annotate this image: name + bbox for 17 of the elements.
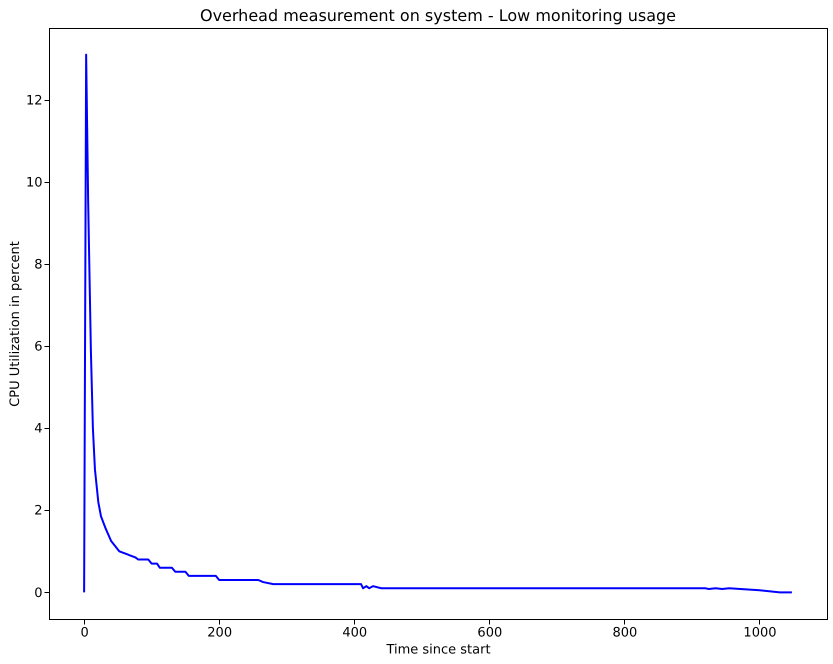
y-tick-label: 0 bbox=[34, 586, 42, 601]
x-tick-label: 600 bbox=[477, 626, 502, 640]
x-tick-label: 200 bbox=[207, 626, 232, 640]
y-tick-label: 12 bbox=[26, 93, 42, 108]
y-tick-label: 8 bbox=[34, 257, 42, 272]
y-tick-label: 10 bbox=[26, 175, 42, 190]
y-tick-label: 4 bbox=[34, 422, 42, 437]
x-tick-label: 1000 bbox=[743, 626, 777, 640]
line-series bbox=[83, 54, 793, 594]
x-tick-label: 400 bbox=[342, 626, 368, 640]
x-tick-label: 0 bbox=[80, 626, 89, 640]
y-tick-label: 6 bbox=[34, 340, 42, 355]
chart-title: Overhead measurement on system - Low monitoring usage bbox=[200, 6, 676, 25]
y-tick-label: 2 bbox=[34, 504, 42, 519]
y-axis-title: CPU Utilization in percent bbox=[8, 241, 23, 407]
x-axis-title: Time since start bbox=[385, 642, 491, 658]
x-tick-label: 800 bbox=[612, 626, 638, 640]
